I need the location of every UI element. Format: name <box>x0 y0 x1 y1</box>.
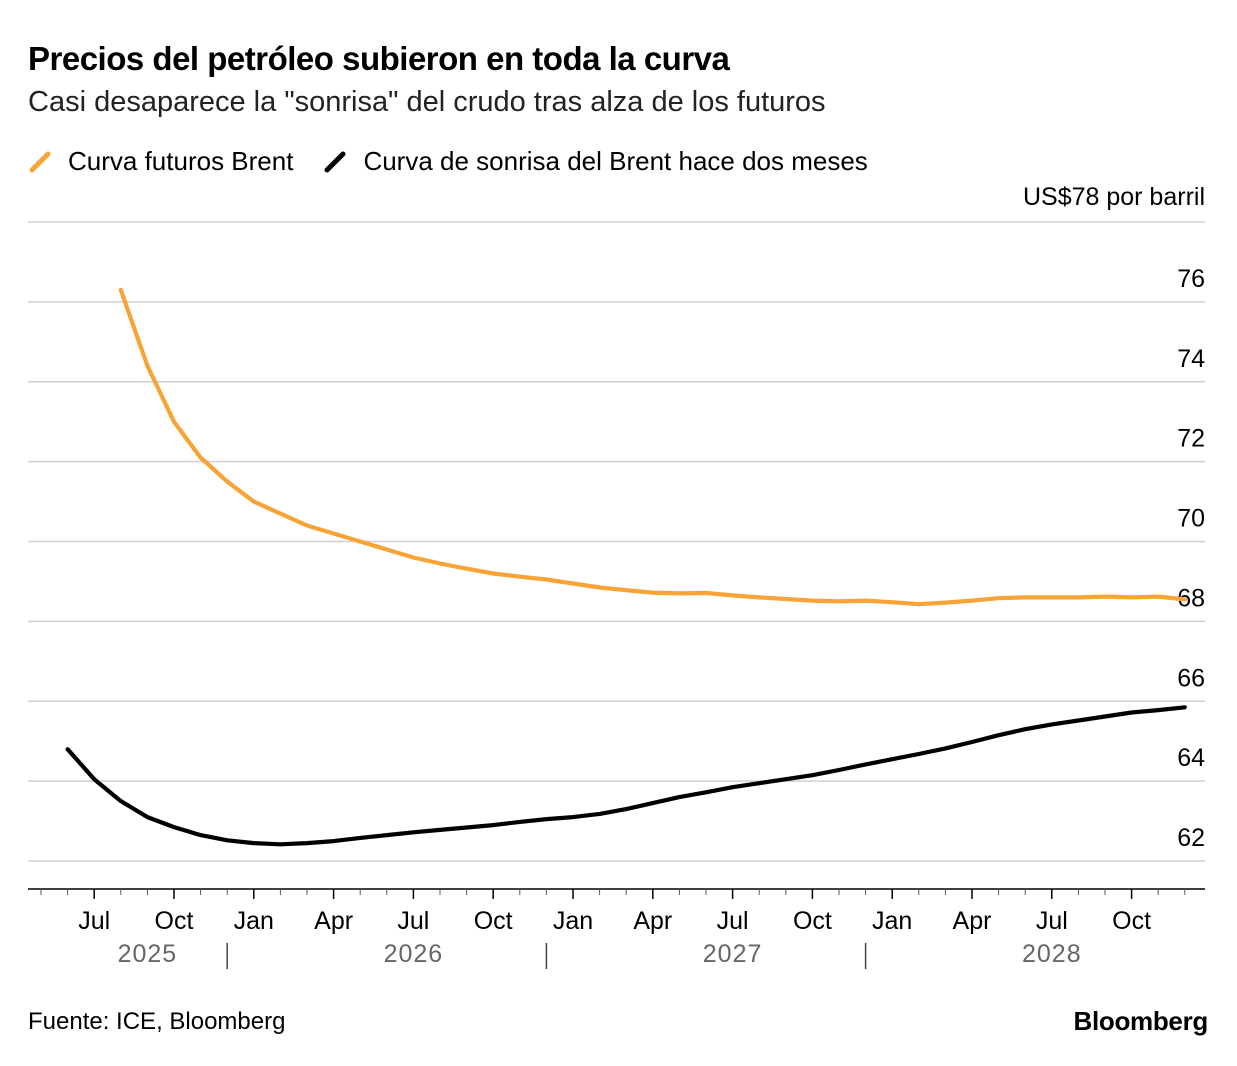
x-tick-label: Jul <box>78 907 110 935</box>
bloomberg-logo: Bloomberg <box>1073 1006 1208 1036</box>
x-year-label: 2028 <box>1022 940 1082 968</box>
x-tick-label: Jul <box>717 907 749 935</box>
series-line-two-months-ago <box>65 705 1187 847</box>
x-tick-label: Oct <box>155 907 194 935</box>
chart-title: Precios del petróleo subieron en toda la… <box>28 40 730 77</box>
x-tick-label: Jan <box>553 907 593 935</box>
x-tick-label: Oct <box>1112 907 1151 935</box>
legend-label-two-months-ago: Curva de sonrisa del Brent hace dos mese… <box>363 146 868 176</box>
y-axis-unit-label: US$78 por barril <box>1022 183 1205 211</box>
legend: Curva futuros Brent Curva de sonrisa del… <box>28 146 898 177</box>
y-tick-label: 66 <box>1177 664 1205 692</box>
y-tick-label: 70 <box>1177 505 1205 533</box>
x-tick-label: Oct <box>793 907 832 935</box>
source-note: Fuente: ICE, Bloomberg <box>28 1008 286 1035</box>
y-tick-label: 62 <box>1177 824 1205 852</box>
x-tick-label: Jul <box>397 907 429 935</box>
x-tick-label: Jan <box>872 907 912 935</box>
legend-swatch-orange-icon <box>29 151 51 172</box>
x-tick-label: Apr <box>953 907 992 935</box>
legend-item-two-months-ago: Curva de sonrisa del Brent hace dos mese… <box>323 146 868 177</box>
x-year-label: 2027 <box>703 940 763 968</box>
y-tick-label: 76 <box>1177 265 1205 293</box>
legend-label-futures: Curva futuros Brent <box>68 146 294 176</box>
y-tick-label: 74 <box>1177 345 1205 373</box>
x-tick-label: Apr <box>633 907 672 935</box>
x-tick-label: Jul <box>1036 907 1068 935</box>
x-tick-label: Jan <box>234 907 274 935</box>
y-tick-label: 72 <box>1177 425 1205 453</box>
y-tick-label: 64 <box>1177 744 1205 772</box>
x-tick-label: Apr <box>314 907 353 935</box>
x-tick-label: Oct <box>474 907 513 935</box>
series-line-futures <box>118 287 1187 607</box>
x-year-label: 2025 <box>118 940 178 968</box>
legend-item-futures: Curva futuros Brent <box>28 146 293 177</box>
x-year-label: 2026 <box>384 940 444 968</box>
chart-subtitle: Casi desaparece la "sonrisa" del crudo t… <box>28 86 826 118</box>
legend-swatch-black-icon <box>324 151 346 172</box>
